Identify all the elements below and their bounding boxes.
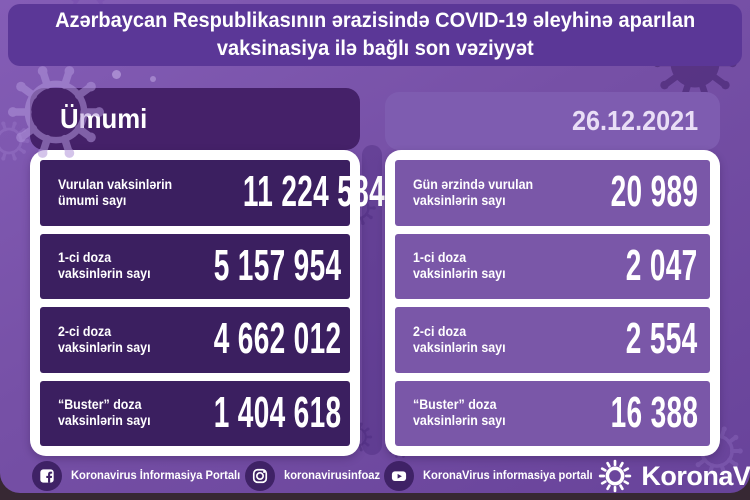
stat-row-booster: “Buster” doza vaksinlərin sayı 1 404 618 [40, 380, 350, 446]
left-panel-title: Ümumi [60, 103, 148, 134]
stat-row-daily-dose2: 2-ci doza vaksinlərin sayı 2 554 [395, 307, 710, 373]
stat-label: 1-ci doza vaksinlərin sayı [413, 250, 506, 282]
page-title-line2: vaksinasiya ilə bağlı son vəziyyət [216, 36, 534, 60]
stat-label: 2-ci doza vaksinlərin sayı [413, 323, 506, 355]
stat-value: 5 157 954 [213, 241, 342, 290]
virus-logo-icon [599, 459, 632, 493]
footer: Koronavirus İnformasiya Portalı koronavi… [32, 456, 750, 493]
stat-row-dose2: 2-ci doza vaksinlərin sayı 4 662 012 [40, 307, 350, 373]
date-label: 26.12.2021 [571, 105, 698, 136]
stat-row-daily-dose1: 1-ci doza vaksinlərin sayı 2 047 [395, 233, 710, 299]
page-title: Azərbaycan Respublikasının ərazisində CO… [8, 4, 742, 66]
stat-label: Vurulan vaksinlərin ümumi sayı [58, 176, 173, 208]
stat-value: 1 404 618 [213, 388, 342, 437]
facebook-link[interactable]: Koronavirus İnformasiya Portalı [32, 461, 245, 491]
instagram-label: koronavirusinfoaz [284, 470, 381, 482]
stat-row-daily-booster: “Buster” doza vaksinlərin sayı 16 388 [395, 380, 710, 446]
stat-row-dose1: 1-ci doza vaksinlərin sayı 5 157 954 [40, 233, 350, 299]
stat-label: 2-ci doza vaksinlərin sayı [58, 323, 151, 355]
left-panel-card: Vurulan vaksinlərin ümumi sayı 11 224 584… [30, 150, 385, 456]
page-title-line1: Azərbaycan Respublikasının ərazisində CO… [54, 8, 696, 33]
youtube-label: KoronaVirus informasiya portalı [422, 470, 593, 482]
right-panel-card: Gün ərzində vurulan vaksinlərin sayı 20 9… [385, 150, 720, 456]
stat-label: “Buster” doza vaksinlərin sayı [58, 397, 151, 429]
stat-value: 16 388 [610, 388, 698, 437]
stat-value: 20 989 [610, 168, 698, 216]
facebook-icon [32, 461, 62, 491]
stat-row-total: Vurulan vaksinlərin ümumi sayı 11 224 584 [40, 160, 385, 226]
dot-decoration [112, 70, 121, 79]
youtube-link[interactable]: KoronaVirus informasiya portalı [383, 461, 598, 491]
stat-label: 1-ci doza vaksinlərin sayı [58, 250, 151, 282]
stat-value: 2 047 [626, 241, 698, 290]
stat-value: 11 224 584 [242, 168, 386, 216]
youtube-icon [383, 461, 414, 491]
stat-row-daily-total: Gün ərzində vurulan vaksinlərin sayı 20 9… [395, 160, 710, 226]
instagram-link[interactable]: koronavirusinfoaz [245, 461, 383, 491]
stat-label: “Buster” doza vaksinlərin sayı [413, 397, 506, 429]
facebook-label: Koronavirus İnformasiya Portalı [71, 470, 241, 482]
instagram-icon [245, 461, 276, 491]
right-panel-header: 26.12.2021 [385, 92, 720, 150]
stat-label: Gün ərzində vurulan vaksinlərin sayı [413, 176, 534, 208]
stat-value: 4 662 012 [213, 315, 342, 363]
virus-decoration [0, 119, 32, 163]
stat-value: 2 554 [626, 315, 698, 363]
dot-decoration [150, 76, 156, 82]
left-panel-header: Ümumi [30, 88, 360, 150]
